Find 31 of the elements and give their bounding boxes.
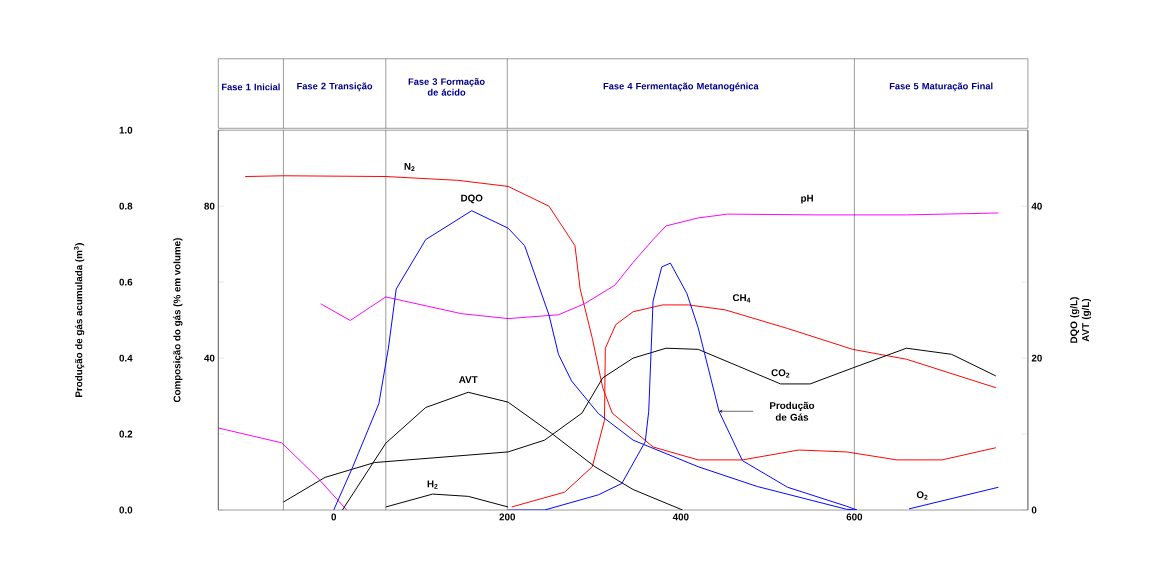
y3-tick-label: 0.4 [119,354,133,362]
y3-tick-label: 0.0 [119,506,133,514]
series-label: AVT [459,376,478,384]
text: Fase 1 Inicial [222,83,280,91]
series-label: CO$_{2}$ [771,369,790,378]
y3-tick-label: 0.2 [119,430,133,438]
x-tick-label: 400 [672,513,689,521]
y3-tick-label: 0.6 [119,278,133,286]
text: Fase 5 Maturação Final [889,82,993,92]
x-tick-label: 0 [331,513,337,521]
series-label: DQO [461,194,483,204]
y3-tick-label: 1.0 [119,126,133,134]
series-label: N$_{2}$ [404,163,415,172]
text: Fase 3 Formação de ácido [408,78,485,96]
y2-axis-title: DQO (g/L) AVT (g/L) [1070,297,1092,344]
y-axis-title: Composição do gás (% em volume) [173,238,183,403]
x-tick-label: 600 [846,513,863,521]
y2-tick-label: 40 [1031,202,1042,210]
series-label: H$_{2}$ [427,480,438,489]
x-tick-label: 200 [499,513,516,521]
text: Fase 2 Transição [297,82,373,92]
y2-tick-label: 20 [1031,354,1042,362]
y3-tick-label: 0.8 [119,202,133,210]
series-label: pH [801,195,813,204]
y2-tick-label: 0 [1031,506,1037,514]
legend-label: Produção de Gás [770,402,815,421]
text: Fase 4 Fermentação Metanogénica [603,82,759,92]
y3-axis-title: Produção de gás acumulada (m$^{3}$) [73,243,85,398]
series-label: O$_{2}$ [916,491,928,500]
y-tick-label: 80 [204,202,215,210]
series-label: CH$_{4}$ [732,294,751,303]
